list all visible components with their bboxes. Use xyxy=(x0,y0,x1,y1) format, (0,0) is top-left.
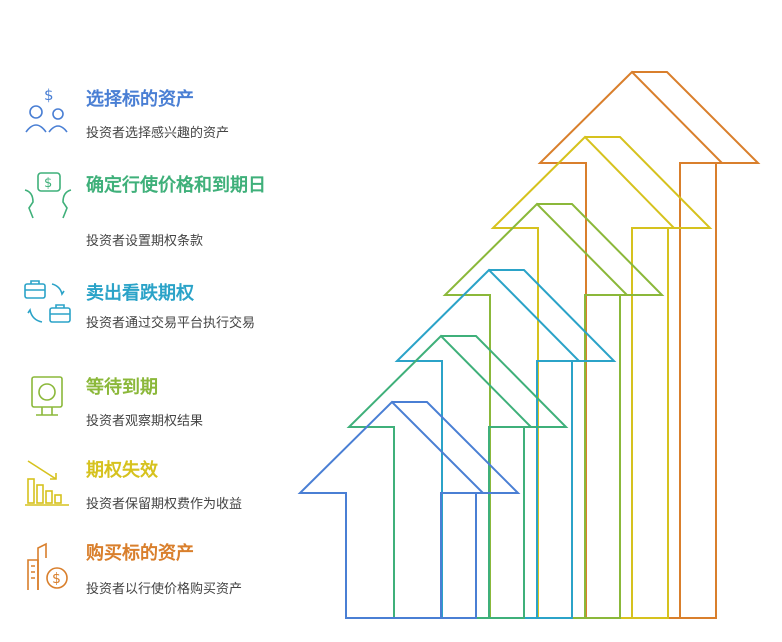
step-title: 确定行使价格和到期日 xyxy=(86,175,266,196)
negotiation-dollar-icon: $ xyxy=(24,172,72,219)
arrow-5-yellow xyxy=(490,135,713,619)
step-title: 期权失效 xyxy=(86,460,158,481)
step-desc: 投资者保留期权费作为收益 xyxy=(86,497,243,512)
svg-text:$: $ xyxy=(52,571,61,587)
svg-text:$: $ xyxy=(44,86,54,104)
svg-text:$: $ xyxy=(44,176,52,191)
step-desc: 投资者选择感兴趣的资产 xyxy=(86,126,230,141)
step-desc: 投资者以行使价格购买资产 xyxy=(86,582,243,597)
declining-bars-icon xyxy=(25,460,69,506)
arrow-1-blue xyxy=(297,400,521,619)
briefcase-exchange-icon xyxy=(24,280,71,323)
investors-dollar-icon: $ xyxy=(25,86,68,133)
step-title: 购买标的资产 xyxy=(86,543,194,564)
step-desc: 投资者观察期权结果 xyxy=(86,414,204,429)
step-title: 选择标的资产 xyxy=(86,89,194,110)
arrow-2-green xyxy=(346,334,569,619)
arrow-4-lime xyxy=(442,202,665,619)
step-title: 卖出看跌期权 xyxy=(86,283,194,304)
building-dollar-icon: $ xyxy=(27,542,68,590)
step-desc: 投资者设置期权条款 xyxy=(86,234,204,249)
arrow-3-cyan xyxy=(394,268,617,619)
monitor-clock-icon xyxy=(31,376,63,416)
step-desc: 投资者通过交易平台执行交易 xyxy=(86,316,256,331)
step-title: 等待到期 xyxy=(86,377,158,398)
